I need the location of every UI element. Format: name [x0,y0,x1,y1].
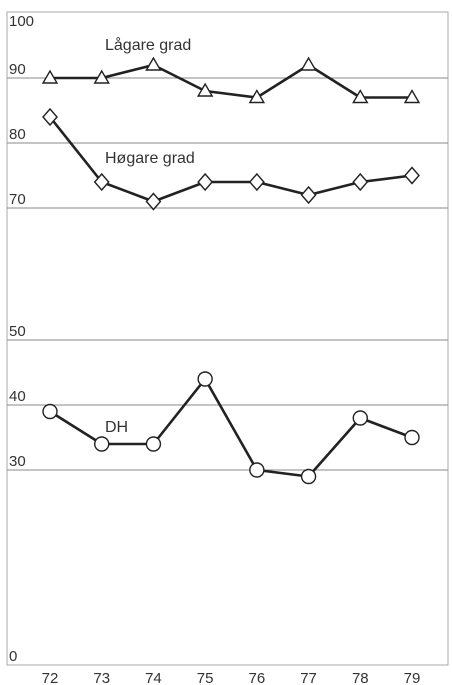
y-tick-label: 90 [9,61,26,78]
data-point-circle [300,468,317,485]
series-markers [41,56,421,485]
data-point-diamond [197,172,214,192]
y-tick-label: 100 [9,13,34,30]
x-tick-label: 73 [93,670,110,685]
y-tick-label: 70 [9,191,26,208]
y-tick-labels: 100 90 80 70 50 40 30 0 [9,13,34,665]
y-tick-label: 0 [9,648,17,665]
series-line-0 [50,63,412,99]
data-point-circle [197,371,213,387]
x-tick-label: 79 [404,670,421,685]
data-point-diamond [352,172,369,192]
data-point-circle [249,462,265,478]
y-tick-label: 30 [9,453,26,470]
x-tick-label: 78 [352,670,369,685]
data-point-triangle [300,56,317,71]
data-point-diamond [404,166,420,185]
data-point-triangle [196,82,214,97]
data-point-triangle [93,69,110,84]
x-tick-label: 72 [42,670,59,685]
data-point-triangle [145,56,162,71]
series-labels: Lågare grad Høgare grad DH [105,36,195,436]
data-point-circle [352,410,368,426]
x-tick-labels: 72 73 74 75 76 77 78 79 [42,670,421,685]
plot-frame [6,11,449,666]
data-point-circle [94,436,110,452]
data-point-triangle [352,89,369,104]
x-tick-label: 76 [249,670,266,685]
data-point-triangle [403,89,421,104]
series-label: DH [105,419,128,436]
y-tick-label: 80 [9,126,26,143]
x-tick-label: 77 [300,670,317,685]
data-point-circle [145,436,162,452]
y-tick-label: 40 [9,388,26,405]
series-lines [48,63,413,478]
y-tick-label: 50 [9,323,26,340]
x-tick-label: 74 [145,670,162,685]
data-point-circle [404,429,420,446]
data-point-diamond [145,192,162,211]
data-point-triangle [41,69,59,84]
x-tick-label: 75 [197,670,214,685]
gridlines [7,77,448,471]
data-point-diamond [42,107,58,127]
data-point-triangle [248,89,266,104]
data-point-diamond [300,185,317,205]
series-line-1 [48,116,413,203]
data-point-diamond [248,172,265,192]
data-point-circle [42,403,58,420]
series-label: Lågare grad [105,36,191,54]
data-point-diamond [93,172,110,192]
series-label: Høgare grad [105,150,195,167]
series-line-2 [49,377,413,478]
